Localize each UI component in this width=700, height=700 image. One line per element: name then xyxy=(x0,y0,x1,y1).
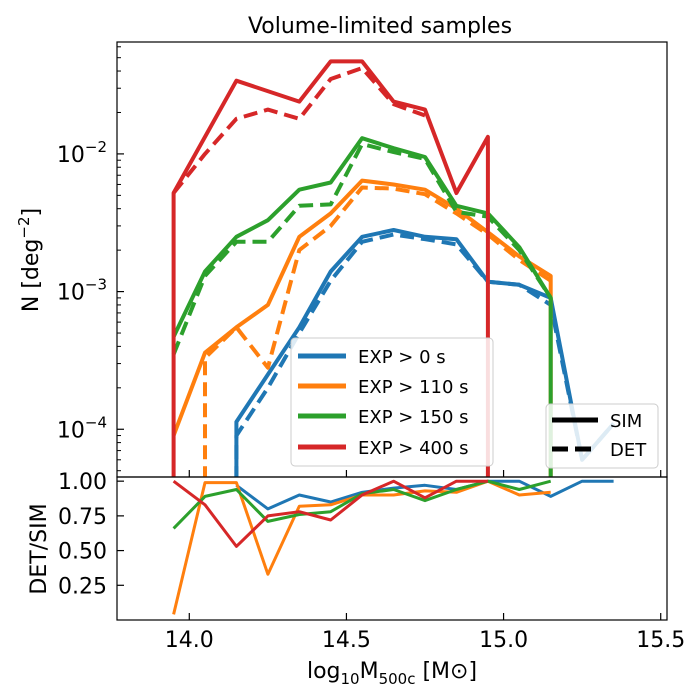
chart-title: Volume-limited samples xyxy=(248,14,512,39)
x-label-sub: 10 xyxy=(341,670,360,688)
top-y-label-end: ] xyxy=(19,208,44,217)
color-legend: EXP > 0 s EXP > 110 s EXP > 150 s EXP > … xyxy=(290,337,494,467)
bottom-y-tick-label-2: 0.50 xyxy=(58,540,107,565)
top-series-3-det xyxy=(203,185,552,477)
style-legend-label-1: DET xyxy=(610,440,647,461)
bottom-axes: 1.00 0.75 0.50 0.25 14.0 14.5 15.0 15.5 xyxy=(58,470,685,653)
top-series-0-sim xyxy=(234,228,616,477)
top-series-4-sim xyxy=(171,136,553,477)
x-tick-label-3: 15.5 xyxy=(636,628,685,653)
top-y-label-sup: −2 xyxy=(15,216,33,238)
style-legend-label-0: SIM xyxy=(610,411,642,432)
top-series-5-det xyxy=(171,142,553,356)
top-y-label-main: N [deg xyxy=(19,239,44,313)
x-tick-label-0: 14.0 xyxy=(165,628,214,653)
bottom-y-axis-label: DET/SIM xyxy=(27,503,52,594)
legend-label-3: EXP > 400 s xyxy=(358,438,469,459)
ratio-series-2 xyxy=(172,479,552,530)
top-axes: 10−2 10−3 10−4 xyxy=(57,46,662,477)
top-y-axis-label: N [deg−2] xyxy=(15,208,44,312)
x-axis-label: log10M500c [M⊙] xyxy=(307,659,477,688)
x-label-main: M xyxy=(360,659,379,684)
style-legend: SIM DET xyxy=(545,403,659,469)
bottom-y-tick-label-3: 0.25 xyxy=(58,574,107,599)
top-series-1-det xyxy=(234,232,616,477)
x-label-unit: [M⊙] xyxy=(415,659,477,684)
bottom-y-tick-label-0: 1.00 xyxy=(58,470,107,495)
top-y-tick-label-0: 10−2 xyxy=(57,138,107,168)
top-series-2-sim xyxy=(171,178,553,477)
bottom-y-tick-label-1: 0.75 xyxy=(58,505,107,530)
top-plot-area xyxy=(171,59,616,477)
legend-label-0: EXP > 0 s xyxy=(358,347,446,368)
x-label-log: log xyxy=(307,659,341,684)
legend-label-1: EXP > 110 s xyxy=(358,377,469,398)
x-label-sub2: 500c xyxy=(379,670,416,688)
top-series-6-sim xyxy=(171,59,490,477)
top-y-tick-label-2: 10−4 xyxy=(57,413,107,443)
ratio-series-0 xyxy=(235,479,614,511)
top-series-7-det xyxy=(172,66,426,195)
x-tick-label-2: 15.0 xyxy=(479,628,528,653)
color-legend-box xyxy=(290,337,494,467)
ratio-series-1 xyxy=(172,479,551,615)
bottom-plot-area xyxy=(172,479,614,615)
top-y-tick-label-1: 10−3 xyxy=(57,276,107,306)
ratio-series-3 xyxy=(172,479,488,548)
x-tick-label-1: 14.5 xyxy=(322,628,371,653)
legend-label-2: EXP > 150 s xyxy=(358,407,469,428)
bottom-panel-frame xyxy=(116,476,668,621)
